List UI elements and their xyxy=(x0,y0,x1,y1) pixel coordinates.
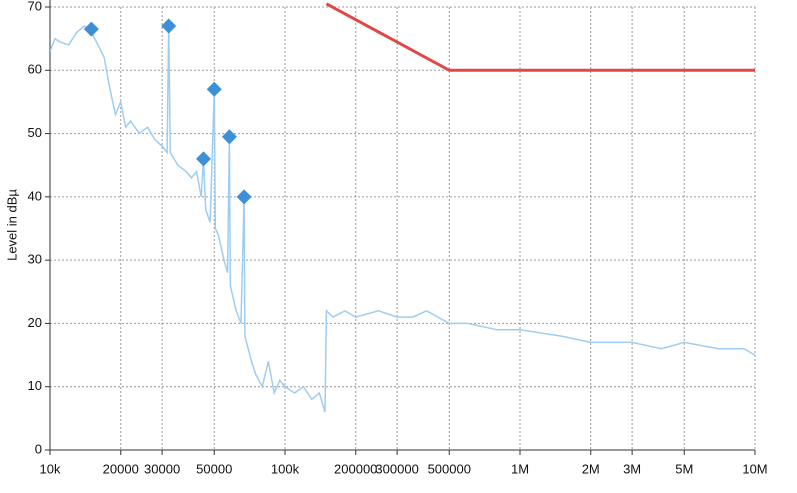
x-tick-label: 20000 xyxy=(103,461,139,476)
y-axis-label: Level in dBµ xyxy=(4,189,19,261)
x-tick-label: 50000 xyxy=(196,461,232,476)
y-tick-label: 20 xyxy=(28,315,42,330)
peak-marker xyxy=(83,21,99,37)
x-tick-label: 30000 xyxy=(144,461,180,476)
x-tick-label: 2M xyxy=(582,461,600,476)
x-tick-label: 1M xyxy=(511,461,529,476)
y-tick-label: 60 xyxy=(28,62,42,77)
x-tick-label: 10M xyxy=(742,461,767,476)
x-tick-label: 200000 xyxy=(334,461,377,476)
peak-marker xyxy=(236,189,252,205)
x-tick-label: 3M xyxy=(623,461,641,476)
peak-marker xyxy=(161,18,177,34)
y-tick-label: 50 xyxy=(28,125,42,140)
x-tick-label: 100k xyxy=(271,461,300,476)
x-tick-label: 500000 xyxy=(428,461,471,476)
y-tick-label: 40 xyxy=(28,188,42,203)
x-tick-label: 300000 xyxy=(375,461,418,476)
y-tick-label: 30 xyxy=(28,252,42,267)
peak-marker xyxy=(206,81,222,97)
y-tick-label: 0 xyxy=(35,441,42,456)
y-tick-label: 70 xyxy=(28,0,42,13)
series-line xyxy=(325,2,755,72)
x-tick-label: 10k xyxy=(40,461,61,476)
peak-marker xyxy=(196,151,212,167)
peak-marker xyxy=(221,129,237,145)
x-tick-label: 5M xyxy=(675,461,693,476)
plot-area xyxy=(50,2,756,413)
y-tick-label: 10 xyxy=(28,378,42,393)
series-line xyxy=(50,25,756,413)
